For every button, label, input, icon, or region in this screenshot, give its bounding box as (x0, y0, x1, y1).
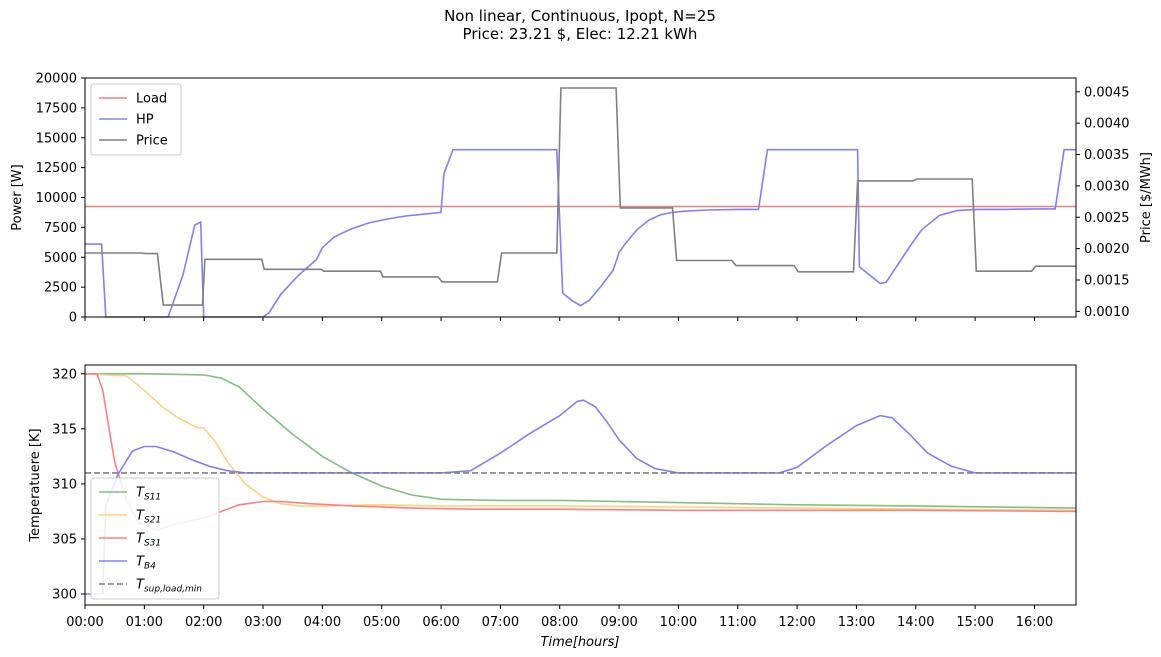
y-tick-label: 310 (52, 477, 77, 492)
x-tick-label: 16:00 (1016, 615, 1053, 630)
time-x-ticks: 00:00 01:00 02:00 03:00 04:00 05:00 06:00 07:00… (66, 605, 1053, 630)
legend-label: Price (136, 134, 168, 149)
x-tick-label: 03:00 (244, 615, 281, 630)
y-tick-label: 17500 (36, 101, 77, 116)
series-line-t-s11 (85, 372, 1077, 509)
y-right-tick-label: 0.0030 (1084, 179, 1130, 194)
power-legend: Load HP Price (90, 83, 182, 156)
y-right-tick-label: 0.0040 (1084, 117, 1130, 132)
temperature-y-axis-label: Temperatuere [K] (28, 428, 43, 542)
series-line-price (85, 87, 1076, 306)
chart-title-line2: Price: 23.21 $, Elec: 12.21 kWh (463, 25, 698, 43)
time-x-axis-label: Time[hours] (541, 635, 620, 650)
y-tick-label: 15000 (36, 131, 77, 146)
x-tick-label: 12:00 (778, 615, 815, 630)
y-tick-label: 20000 (36, 72, 77, 87)
y-right-tick-label: 0.0015 (1084, 273, 1130, 288)
x-tick-label: 15:00 (956, 615, 993, 630)
legend-label: Tsup,load,min (136, 578, 202, 595)
x-tick-label: 10:00 (660, 615, 697, 630)
chart-title-line1: Non linear, Continuous, Ipopt, N=25 (444, 7, 716, 25)
x-tick-label: 05:00 (363, 615, 400, 630)
x-tick-label: 02:00 (185, 615, 222, 630)
y-tick-label: 5000 (44, 251, 77, 266)
power-axes-frame (84, 77, 1077, 318)
y-tick-label: 300 (52, 587, 77, 602)
series-line-t-s21 (84, 373, 1077, 512)
y-right-tick-label: 0.0045 (1084, 85, 1130, 100)
y-tick-label: 12500 (36, 161, 77, 176)
x-tick-label: 00:00 (66, 615, 103, 630)
legend-label: Load (136, 92, 167, 107)
legend-label: TS21 (136, 509, 161, 526)
x-tick-label: 14:00 (897, 615, 934, 630)
power-x-ticks (84, 317, 1035, 321)
y-tick-label: 2500 (44, 281, 77, 296)
temperature-series (84, 372, 1077, 595)
x-tick-label: 09:00 (600, 615, 637, 630)
y-tick-label: 315 (52, 422, 77, 437)
legend-box (90, 477, 220, 600)
power-y-ticks: 0 2500 5000 7500 10000 12500 15000 17500 20000 (36, 72, 85, 326)
temperature-panel: 300 305 310 315 320 00:00 01:00 02:00 03:00 04:0… (28, 364, 1077, 650)
x-tick-label: 08:00 (541, 615, 578, 630)
temperature-axes-frame (84, 364, 1077, 606)
power-y-axis-label: Power [W] (10, 164, 25, 230)
legend-label: TB4 (136, 555, 156, 572)
x-tick-label: 13:00 (838, 615, 875, 630)
temperature-y-ticks: 300 305 310 315 320 (52, 367, 85, 602)
y-tick-label: 0 (69, 311, 77, 326)
y-right-tick-label: 0.0025 (1084, 211, 1130, 226)
y-tick-label: 10000 (36, 191, 77, 206)
x-tick-label: 07:00 (482, 615, 519, 630)
y-right-tick-label: 0.0020 (1084, 242, 1130, 257)
x-tick-label: 01:00 (126, 615, 163, 630)
y-right-tick-label: 0.0035 (1084, 148, 1130, 163)
x-tick-label: 06:00 (422, 615, 459, 630)
price-y-ticks: 0.0010 0.0015 0.0020 0.0025 0.0030 0.0035 0.00… (1076, 85, 1130, 320)
legend-label: TS11 (136, 486, 161, 503)
y-right-tick-label: 0.0010 (1084, 305, 1130, 320)
x-tick-label: 11:00 (719, 615, 756, 630)
series-line-t-b4 (85, 399, 1076, 595)
y-tick-label: 320 (52, 367, 77, 382)
y-tick-label: 7500 (44, 221, 77, 236)
series-line-t-s31 (85, 372, 1077, 531)
power-price-series (85, 87, 1076, 318)
legend-box (90, 83, 182, 156)
power-price-panel: 0 2500 5000 7500 10000 12500 15000 17500 20000 0… (10, 72, 1154, 326)
legend-label: TS31 (136, 532, 161, 549)
price-y-axis-label: Price [$/MWh] (1139, 152, 1154, 243)
x-tick-label: 04:00 (304, 615, 341, 630)
temperature-legend: TS11 TS21 TS31 TB4 Tsup,load,min (90, 477, 220, 600)
y-tick-label: 305 (52, 532, 77, 547)
legend-label: HP (136, 113, 154, 128)
series-line-hp (85, 148, 1076, 318)
